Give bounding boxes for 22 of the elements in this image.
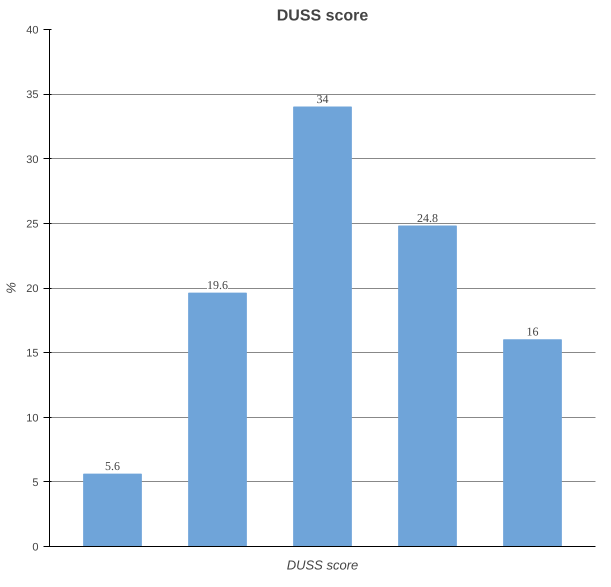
bar bbox=[398, 225, 457, 546]
y-tick-label: 0 bbox=[32, 542, 39, 554]
y-tick-label: 10 bbox=[26, 412, 39, 424]
y-tick-label: 5 bbox=[32, 476, 39, 489]
y-axis-title: % bbox=[3, 282, 18, 294]
data-label: 5.6 bbox=[105, 459, 120, 474]
bar bbox=[503, 339, 562, 546]
bar bbox=[188, 292, 247, 546]
y-tick-label: 30 bbox=[26, 154, 39, 166]
bar bbox=[83, 474, 142, 546]
data-label: 19.6 bbox=[207, 278, 228, 292]
y-tick-label: 40 bbox=[26, 24, 39, 36]
chart-title: DUSS score bbox=[276, 8, 368, 24]
y-tick-label: 20 bbox=[26, 283, 39, 295]
y-tick-label: 15 bbox=[26, 348, 39, 360]
y-tick-label: 25 bbox=[26, 218, 39, 230]
data-label: 34 bbox=[316, 92, 328, 106]
bar bbox=[293, 106, 352, 546]
x-axis-title: DUSS score bbox=[286, 558, 358, 572]
y-tick-label: 35 bbox=[26, 89, 39, 102]
data-label: 24.8 bbox=[417, 210, 438, 225]
data-label: 16 bbox=[526, 324, 538, 339]
